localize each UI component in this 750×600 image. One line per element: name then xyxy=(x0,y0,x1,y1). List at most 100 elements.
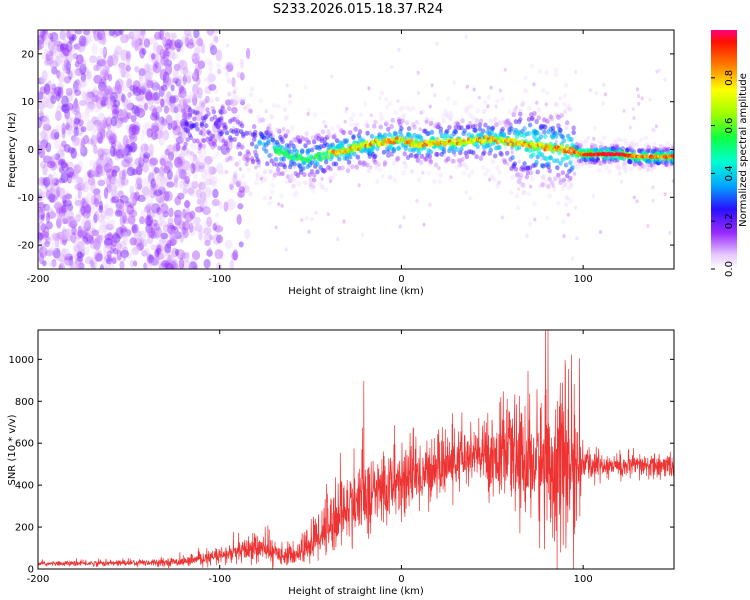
spectrogram-cell xyxy=(120,177,129,186)
spectrogram-cell xyxy=(388,101,393,106)
spectrogram-cell xyxy=(555,165,560,171)
spectrogram-cell xyxy=(39,115,48,123)
spectrogram-cell xyxy=(94,94,100,103)
spectrogram-cell xyxy=(526,116,532,122)
spectrogram-cell xyxy=(111,169,118,177)
spectrogram-cell xyxy=(152,41,159,53)
spectrogram-cell xyxy=(145,145,151,154)
spectrogram-cell xyxy=(280,139,285,145)
spectrogram-cell xyxy=(662,147,667,153)
spectrogram-cell xyxy=(452,80,456,85)
spectrogram-cell xyxy=(177,192,185,200)
spectrogram-cell xyxy=(147,236,154,245)
spectrogram-cell xyxy=(90,134,97,147)
spectrogram-cell xyxy=(410,169,414,174)
spectrogram-cell xyxy=(125,139,132,147)
spectrogram-cell xyxy=(125,33,131,40)
spectrogram-cell xyxy=(70,215,79,225)
spectrogram-cell xyxy=(284,114,290,120)
spectrogram-cell xyxy=(570,256,575,261)
spectrogram-cell xyxy=(172,94,179,103)
spectrogram-cell xyxy=(354,142,358,147)
spectrogram-cell xyxy=(43,48,49,57)
spectrogram-cell xyxy=(164,243,172,254)
spectrogram-cell xyxy=(568,175,573,181)
spectrogram-cell xyxy=(158,196,165,208)
spectrogram-cell xyxy=(178,59,188,71)
spectrogram-cell xyxy=(297,139,303,145)
spectrogram-cell xyxy=(578,142,583,148)
spectrogram-cell xyxy=(127,214,136,225)
spectrogram-cell xyxy=(74,68,83,76)
spectrogram-cell xyxy=(109,206,114,218)
spectrogram-cell xyxy=(540,156,544,161)
spectrogram-cell xyxy=(402,215,406,220)
spectrogram-cell xyxy=(157,186,166,195)
snr-y-label: SNR (10 * v/v) xyxy=(7,414,18,485)
spectrogram-cell xyxy=(246,167,251,173)
spectrogram-cell xyxy=(191,72,200,82)
spectrogram-cell xyxy=(554,102,559,107)
spectrogram-cell xyxy=(170,32,177,40)
spectrogram-cell xyxy=(63,58,70,70)
spectrogram-cell xyxy=(109,132,116,140)
spectrogram-cell xyxy=(132,121,141,132)
spectrogram-cell xyxy=(53,160,63,169)
spectrogram-cell xyxy=(73,233,83,240)
spectrogram-cell xyxy=(245,155,250,161)
spectrogram-cell xyxy=(150,92,158,101)
spectrogram-cell xyxy=(473,123,478,129)
spectrogram-cell xyxy=(91,89,99,98)
spectrogram-cell xyxy=(392,177,398,183)
spectrogram-cell xyxy=(126,102,135,111)
spectrogram-cell xyxy=(93,144,98,155)
spectrogram-cell xyxy=(117,117,124,125)
spectrogram-cell xyxy=(560,185,565,191)
spectrogram-cell xyxy=(148,149,154,162)
spectrogram-cell xyxy=(651,198,655,203)
spectrogram-cell xyxy=(175,136,184,145)
spectrogram-cell xyxy=(245,149,250,155)
spectrogram-cell xyxy=(381,149,387,155)
spectrogram-cell xyxy=(63,228,71,237)
spectrogram-cell xyxy=(53,188,60,200)
spectrogram-cell xyxy=(331,134,336,140)
spectrogram-cell xyxy=(154,59,159,69)
spectrogram-cell xyxy=(67,203,74,212)
spectrogram-cell xyxy=(285,174,291,180)
spectrogram-cell xyxy=(194,83,199,89)
spectrogram-cell xyxy=(150,53,156,60)
spectrogram-cell xyxy=(149,182,158,191)
spectrogram-cell xyxy=(621,164,626,170)
spectrogram-cell xyxy=(421,170,425,175)
spectrogram-cell xyxy=(125,50,132,63)
spectrogram-cell xyxy=(210,144,215,150)
spectrogram-cell xyxy=(80,248,86,257)
spectrogram-cell xyxy=(146,209,151,221)
spectrogram-cell xyxy=(319,136,324,142)
spectrogram-cell xyxy=(424,116,429,122)
spectrogram-cell xyxy=(249,86,255,92)
spectrogram-cell xyxy=(357,129,363,135)
spectrogram-cell xyxy=(137,97,145,104)
spectrogram-cell xyxy=(309,169,315,174)
spectrogram-cell xyxy=(671,179,674,184)
spectrogram-cell xyxy=(453,121,459,127)
spectrogram-cell xyxy=(329,175,334,181)
spectrogram-cell xyxy=(203,77,208,83)
spectrogram-cell xyxy=(88,235,95,245)
spectrogram-cell xyxy=(168,96,175,107)
spectrogram-cell xyxy=(66,30,71,39)
spectrogram-cell xyxy=(235,180,242,188)
spectrogram-cell xyxy=(208,189,213,195)
spectrogram-cell xyxy=(56,203,64,214)
spectrogram-cell xyxy=(658,143,664,149)
spectrogram-cell xyxy=(637,101,641,106)
spectrogram-cell xyxy=(80,111,90,122)
spectrogram-cell xyxy=(114,51,120,62)
spectrogram-cell xyxy=(50,95,57,104)
spectrogram-cell xyxy=(61,95,69,108)
spectrogram-cell xyxy=(39,160,47,169)
spectrogram-cell xyxy=(630,140,635,146)
spectrogram-cell xyxy=(435,137,439,142)
